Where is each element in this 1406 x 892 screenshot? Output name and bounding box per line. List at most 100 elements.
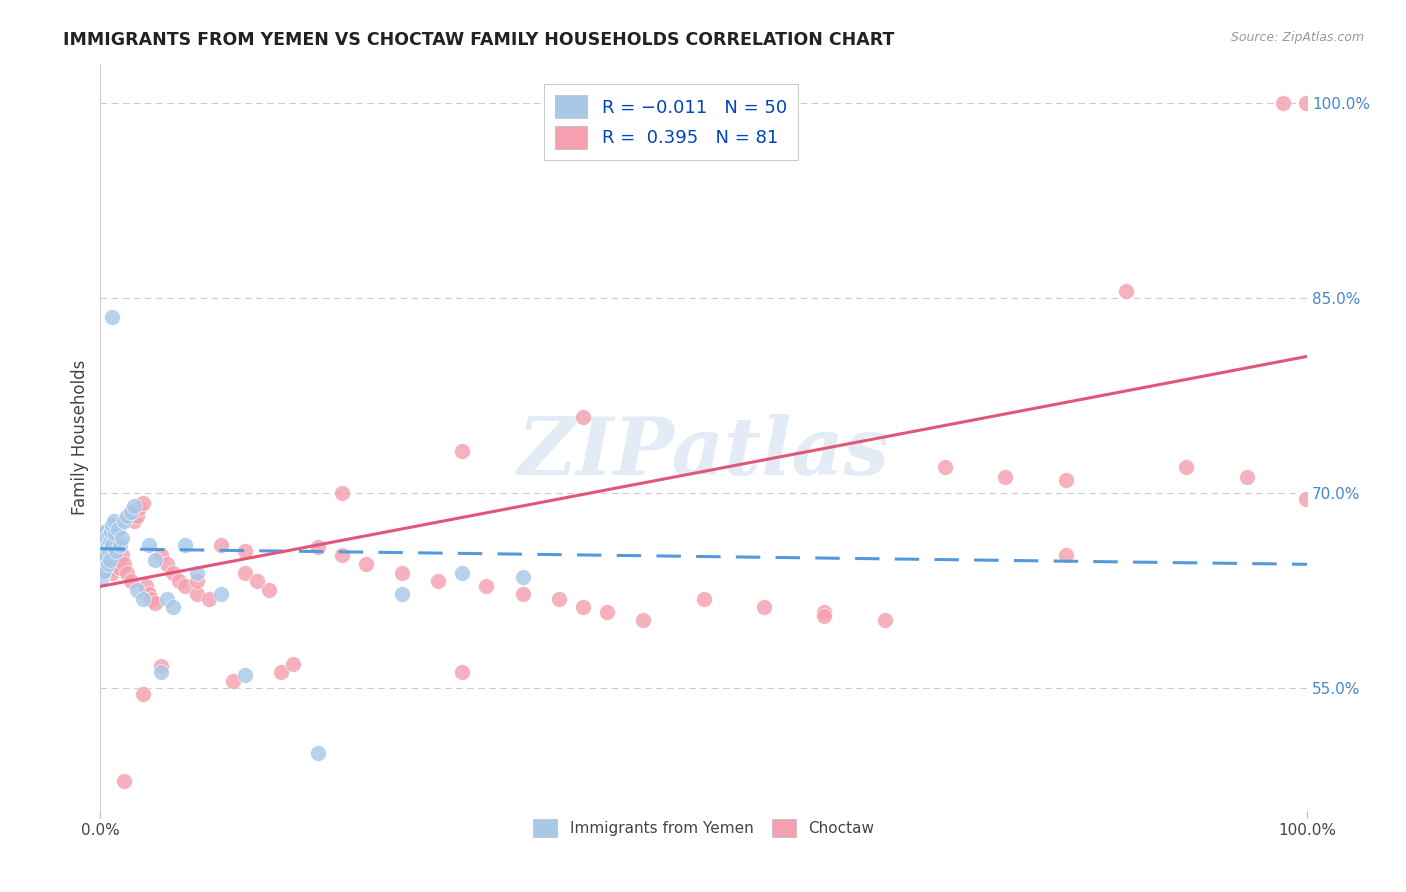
Point bbox=[391, 587, 413, 601]
Point bbox=[149, 548, 172, 562]
Point bbox=[114, 515, 136, 529]
Point bbox=[90, 558, 112, 572]
Point bbox=[91, 553, 114, 567]
Point bbox=[209, 538, 232, 552]
Point bbox=[1295, 492, 1317, 507]
Point bbox=[209, 587, 232, 601]
Point bbox=[233, 566, 256, 581]
Point bbox=[94, 553, 117, 567]
Point bbox=[120, 505, 142, 519]
Point bbox=[111, 548, 134, 562]
Point bbox=[101, 518, 124, 533]
Point bbox=[167, 574, 190, 589]
Point bbox=[934, 459, 956, 474]
Point bbox=[131, 687, 153, 701]
Point bbox=[307, 541, 329, 555]
Point bbox=[97, 558, 120, 572]
Point bbox=[1054, 548, 1077, 562]
Point bbox=[131, 592, 153, 607]
Point bbox=[813, 609, 835, 624]
Point bbox=[104, 527, 127, 541]
Point bbox=[512, 570, 534, 584]
Point bbox=[131, 496, 153, 510]
Point bbox=[173, 579, 195, 593]
Point bbox=[143, 596, 166, 610]
Point bbox=[108, 561, 131, 575]
Point bbox=[94, 524, 117, 539]
Point bbox=[96, 531, 118, 545]
Point bbox=[186, 566, 208, 581]
Point bbox=[1175, 459, 1198, 474]
Point bbox=[108, 538, 131, 552]
Point bbox=[572, 410, 595, 425]
Point bbox=[198, 592, 221, 607]
Point bbox=[1115, 285, 1137, 299]
Point bbox=[107, 550, 129, 565]
Y-axis label: Family Households: Family Households bbox=[72, 360, 89, 516]
Point bbox=[475, 579, 498, 593]
Point bbox=[270, 665, 292, 680]
Point bbox=[104, 527, 127, 541]
Point bbox=[354, 558, 377, 572]
Point bbox=[162, 600, 184, 615]
Point bbox=[125, 509, 148, 524]
Point bbox=[97, 541, 120, 555]
Point bbox=[90, 538, 112, 552]
Point bbox=[94, 544, 117, 558]
Point bbox=[115, 509, 138, 524]
Point bbox=[90, 538, 112, 552]
Point bbox=[138, 538, 160, 552]
Point bbox=[1236, 470, 1258, 484]
Point bbox=[96, 548, 118, 562]
Point bbox=[105, 544, 128, 558]
Point bbox=[93, 564, 115, 578]
Point bbox=[1295, 96, 1317, 111]
Point bbox=[139, 592, 162, 607]
Point bbox=[143, 553, 166, 567]
Point bbox=[100, 561, 122, 575]
Point bbox=[93, 553, 115, 567]
Point bbox=[93, 535, 115, 549]
Point bbox=[512, 587, 534, 601]
Point bbox=[94, 527, 117, 541]
Point bbox=[233, 544, 256, 558]
Point bbox=[1271, 96, 1294, 111]
Point bbox=[96, 531, 118, 545]
Point bbox=[451, 566, 474, 581]
Point bbox=[572, 600, 595, 615]
Point bbox=[105, 538, 128, 552]
Point bbox=[98, 535, 121, 549]
Point bbox=[156, 592, 179, 607]
Text: IMMIGRANTS FROM YEMEN VS CHOCTAW FAMILY HOUSEHOLDS CORRELATION CHART: IMMIGRANTS FROM YEMEN VS CHOCTAW FAMILY … bbox=[63, 31, 894, 49]
Point bbox=[233, 667, 256, 681]
Point bbox=[97, 538, 120, 552]
Point bbox=[125, 583, 148, 598]
Point bbox=[93, 550, 115, 565]
Point bbox=[94, 541, 117, 555]
Point bbox=[115, 566, 138, 581]
Point bbox=[149, 665, 172, 680]
Legend: Immigrants from Yemen, Choctaw: Immigrants from Yemen, Choctaw bbox=[526, 812, 882, 845]
Point bbox=[186, 587, 208, 601]
Point bbox=[107, 522, 129, 536]
Point bbox=[122, 515, 145, 529]
Point bbox=[114, 558, 136, 572]
Point bbox=[186, 574, 208, 589]
Point bbox=[122, 499, 145, 513]
Point bbox=[91, 544, 114, 558]
Point bbox=[96, 550, 118, 565]
Point bbox=[103, 558, 125, 572]
Point bbox=[101, 310, 124, 325]
Point bbox=[93, 535, 115, 549]
Point bbox=[101, 538, 124, 552]
Point bbox=[91, 544, 114, 558]
Point bbox=[633, 613, 655, 627]
Point bbox=[1054, 473, 1077, 487]
Point bbox=[98, 553, 121, 567]
Point bbox=[98, 550, 121, 565]
Point bbox=[128, 501, 150, 516]
Point bbox=[813, 606, 835, 620]
Point bbox=[114, 774, 136, 789]
Point bbox=[156, 558, 179, 572]
Text: Source: ZipAtlas.com: Source: ZipAtlas.com bbox=[1230, 31, 1364, 45]
